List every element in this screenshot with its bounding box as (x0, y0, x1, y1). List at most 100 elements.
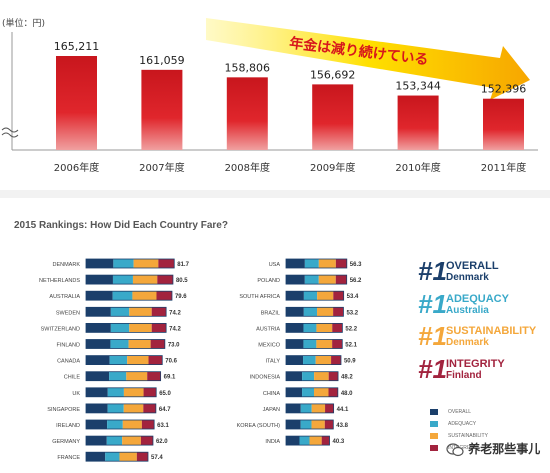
score-label: 74.2 (169, 326, 181, 332)
bar-outline (285, 403, 335, 414)
ranking-bar (85, 451, 149, 462)
bar-outline (85, 355, 163, 366)
segment-adequacy (299, 436, 310, 446)
segment-adequacy (105, 452, 120, 462)
ranking-bar (85, 274, 174, 285)
score-label: 62.0 (156, 439, 168, 445)
segment-overall (286, 387, 303, 397)
bar-outline (85, 306, 167, 317)
country-label: POLAND (257, 278, 280, 284)
bar-outline (85, 387, 157, 398)
segment-integrity (143, 403, 156, 413)
segment-adequacy (304, 275, 319, 285)
segment-sustainability (128, 339, 151, 349)
ranking-bar (285, 322, 343, 333)
category-label: 2008年度 (225, 161, 270, 174)
segment-adequacy (112, 275, 133, 285)
country-label: ITALY (266, 359, 281, 365)
ranking-bar (85, 322, 167, 333)
segment-sustainability (126, 371, 148, 381)
category-label: 2009年度 (310, 161, 355, 174)
bar-outline (285, 306, 344, 317)
score-label: 53.4 (347, 294, 359, 300)
ranking-bar (85, 435, 154, 446)
bar-outline (285, 339, 343, 349)
bar-outline (85, 419, 155, 430)
segment-adequacy (300, 420, 312, 429)
country-label: CHILE (64, 375, 81, 381)
country-label: NETHERLANDS (39, 278, 80, 284)
ranking-bar (285, 403, 335, 414)
legend-adequacy-swatch (430, 421, 438, 427)
segment-overall (86, 355, 110, 365)
score-label: 40.3 (333, 439, 345, 445)
category-label: 2006年度 (54, 161, 99, 174)
bar-outline (85, 274, 174, 285)
bar-2008年度 (226, 77, 268, 150)
segment-overall (86, 387, 108, 397)
value-label: 153,344 (395, 80, 441, 93)
country-label: USA (269, 262, 281, 268)
ranking-bar (85, 258, 175, 269)
bar-outline (85, 322, 167, 333)
score-label: 44.1 (337, 407, 349, 413)
segment-sustainability (311, 403, 326, 413)
ranking-bar (285, 435, 330, 446)
ranking-bar (285, 355, 342, 366)
value-label: 156,692 (310, 68, 356, 81)
segment-adequacy (304, 259, 319, 268)
score-label: 80.5 (176, 278, 188, 284)
country-label: KOREA (SOUTH) (237, 423, 281, 429)
value-label: 161,059 (139, 54, 185, 67)
segment-integrity (321, 436, 330, 446)
bar-2009年度 (312, 84, 354, 150)
segment-integrity (151, 323, 167, 333)
segment-sustainability (122, 420, 142, 429)
score-label: 48.0 (341, 391, 353, 397)
segment-adequacy (303, 307, 318, 317)
country-label: JAPAN (263, 407, 280, 413)
bar-2010年度 (397, 95, 439, 150)
watermark-text: 养老那些事儿 (468, 442, 541, 456)
bar-outline (85, 258, 175, 269)
country-label: CHINA (263, 391, 280, 397)
bar-outline (285, 290, 345, 301)
score-label: 63.1 (157, 423, 169, 429)
score-label: 48.2 (341, 375, 353, 381)
segment-overall (86, 275, 113, 285)
segment-sustainability (316, 339, 333, 349)
segment-sustainability (309, 436, 322, 446)
score-label: 73.0 (168, 343, 180, 349)
segment-integrity (150, 339, 165, 349)
segment-overall (286, 403, 301, 413)
segment-overall (86, 420, 108, 429)
country-label: MEXICO (258, 343, 280, 349)
score-label: 70.6 (165, 359, 177, 365)
score-label: 56.2 (350, 278, 362, 284)
badge-adequacy-num: #1 (418, 289, 447, 319)
legend-sustainability-swatch (430, 433, 438, 439)
segment-integrity (325, 403, 334, 413)
segment-overall (286, 323, 304, 333)
segment-integrity (328, 387, 338, 397)
segment-overall (86, 323, 111, 333)
segment-adequacy (107, 420, 123, 429)
segment-sustainability (311, 420, 325, 429)
segment-overall (286, 307, 304, 317)
axis-break-icon (1, 127, 19, 138)
segment-integrity (140, 436, 153, 446)
bar-2007年度 (141, 69, 183, 150)
legend-overall-label: OVERALL (448, 409, 472, 415)
segment-adequacy (109, 371, 127, 381)
ranking-bar (85, 290, 173, 301)
badge-sustainability-country: Denmark (446, 337, 489, 348)
badge-overall-num: #1 (418, 256, 447, 286)
segment-integrity (333, 307, 344, 317)
bar-outline (285, 435, 330, 446)
legend-sustainability-label: SUSTAINABILITY (448, 433, 488, 439)
segment-overall (286, 275, 305, 285)
segment-integrity (335, 259, 347, 268)
badge-adequacy-category: ADEQUACY (446, 293, 509, 305)
bar-outline (85, 371, 162, 382)
score-label: 79.6 (175, 294, 187, 300)
